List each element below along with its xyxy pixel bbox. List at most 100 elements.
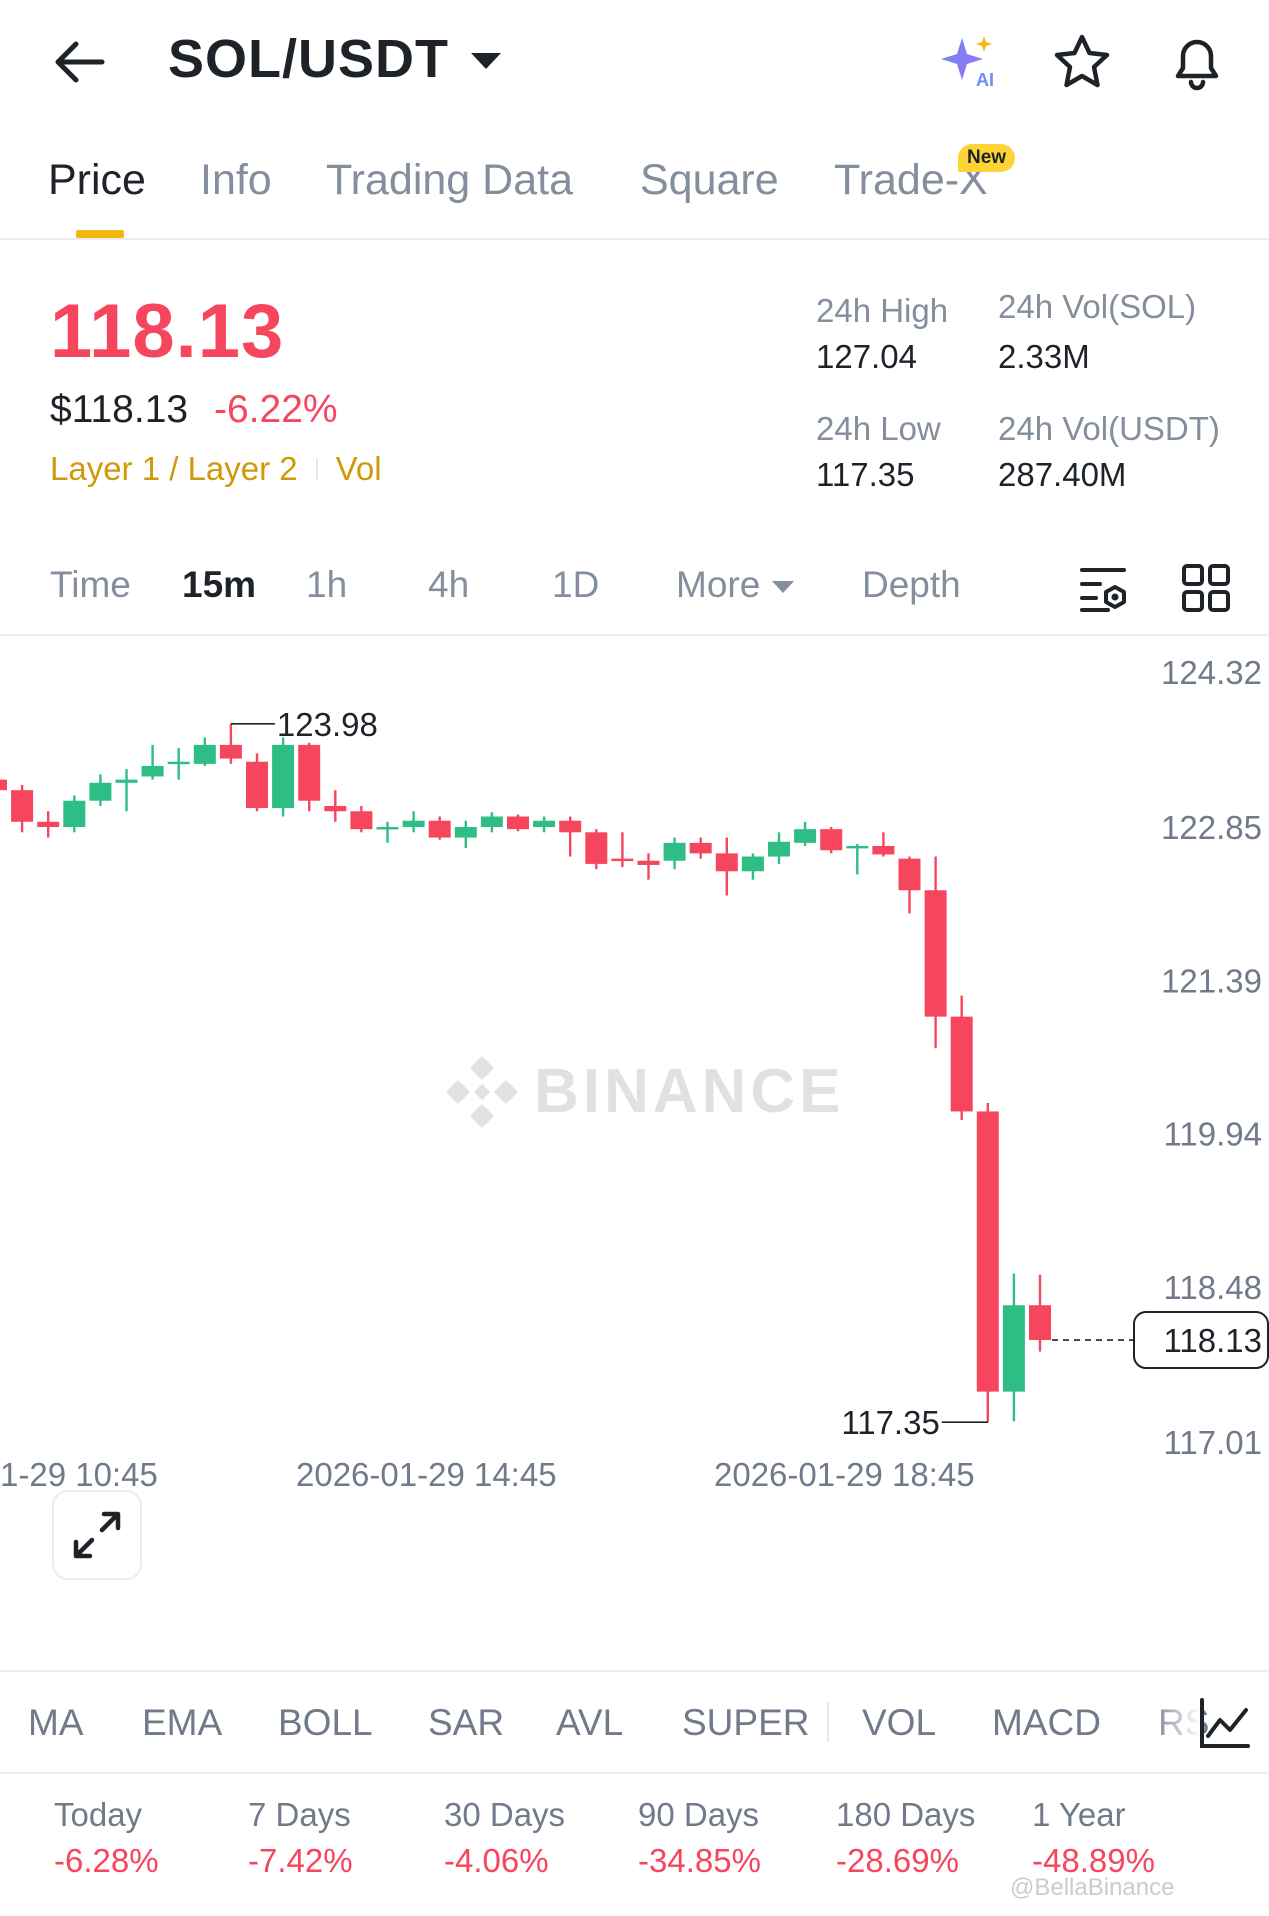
candle [219, 723, 242, 764]
indicator-boll[interactable]: BOLL [278, 1702, 373, 1743]
candle [1029, 1274, 1051, 1352]
y-tick-label: 117.01 [1164, 1424, 1262, 1461]
ai-label: AI [976, 70, 994, 90]
tf-depth[interactable]: Depth [862, 564, 961, 605]
candle [715, 837, 738, 896]
candle [298, 742, 321, 812]
candle-body [1029, 1305, 1051, 1341]
candle [689, 837, 712, 859]
x-tick-label: 2026-01-29 18:45 [714, 1456, 975, 1493]
candle-body [585, 832, 608, 864]
perf-180-days: 180 Days -28.69% [836, 1796, 975, 1880]
candle [976, 1103, 999, 1423]
tf-4h[interactable]: 4h [428, 564, 470, 605]
candle [820, 827, 843, 854]
tf-time[interactable]: Time [50, 564, 131, 605]
bell-icon[interactable] [1164, 28, 1230, 94]
candle [37, 811, 60, 838]
candlestick-chart[interactable]: BINANCE 124.32 122.85 121.39 119.94 118.48 11… [0, 640, 1269, 1650]
candle [350, 805, 373, 833]
perf-label: 7 Days [248, 1796, 351, 1833]
tf-1h[interactable]: 1h [306, 564, 348, 605]
candle-body [741, 856, 764, 872]
candle [846, 843, 869, 875]
candle-body [480, 816, 503, 828]
y-tick-label: 122.85 [1161, 809, 1262, 846]
perf-value: -48.89% [1032, 1842, 1155, 1879]
grid-layout-icon[interactable] [1180, 562, 1232, 614]
ai-sparkle-icon[interactable]: AI [938, 32, 1002, 92]
indicator-bar: MA EMA BOLL SAR AVL SUPER VOL MACD RS [0, 1670, 1269, 1774]
candle-body [298, 744, 321, 801]
star-icon[interactable] [1050, 30, 1114, 94]
tab-price[interactable]: Price [48, 156, 146, 204]
indicator-super[interactable]: SUPER [682, 1702, 810, 1743]
perf-90-days: 90 Days -34.85% [638, 1796, 761, 1880]
tab-info[interactable]: Info [200, 156, 272, 204]
tag-vol[interactable]: Vol [335, 450, 382, 487]
indicator-sar[interactable]: SAR [428, 1702, 505, 1743]
y-tick-label: 119.94 [1164, 1115, 1262, 1152]
new-badge: New [958, 144, 1016, 172]
category-tags: Layer 1 / Layer 2 Vol [50, 450, 382, 488]
indicator-vol[interactable]: VOL [862, 1702, 937, 1743]
candle [167, 748, 190, 780]
indicator-avl[interactable]: AVL [556, 1702, 624, 1743]
stat-24h-vol-usdt-value: 287.40M [998, 456, 1127, 493]
pair-title: SOL/USDT [168, 29, 450, 89]
stat-24h-low-value: 117.35 [816, 456, 915, 493]
active-tab-indicator [76, 230, 124, 238]
indicator-ma[interactable]: MA [28, 1702, 84, 1743]
candle [193, 737, 216, 766]
y-tick-label: 121.39 [1161, 963, 1262, 1000]
tab-trading-data[interactable]: Trading Data [326, 156, 573, 204]
candle-body [63, 800, 86, 828]
back-arrow-icon[interactable] [48, 30, 112, 94]
indicator-settings-icon[interactable] [1196, 1696, 1252, 1752]
candle [376, 821, 399, 843]
x-tick-label: 1-29 10:45 [0, 1456, 158, 1493]
candle-body [324, 805, 347, 812]
fullscreen-button[interactable] [52, 1490, 142, 1580]
chart-settings-icon[interactable] [1078, 562, 1130, 614]
candle-body [559, 820, 582, 833]
candle-body [115, 779, 138, 783]
tf-15m[interactable]: 15m [182, 564, 257, 605]
candle-body [428, 820, 451, 838]
candle-body [376, 827, 399, 830]
candle-body [193, 744, 216, 764]
indicator-macd[interactable]: MACD [992, 1702, 1101, 1743]
candle-body [820, 829, 843, 851]
candle-body [272, 744, 295, 809]
perf-value: -7.42% [248, 1842, 353, 1879]
pair-selector[interactable]: SOL/USDT [168, 28, 502, 90]
candle [559, 816, 582, 857]
candle-body [246, 761, 268, 809]
stat-24h-low-label: 24h Low [816, 410, 941, 447]
tag-divider [315, 458, 318, 480]
high-marker-label: 123.98 [277, 706, 378, 743]
candle-body [350, 811, 373, 830]
candle [637, 853, 660, 880]
candle-body [637, 860, 660, 865]
candle [950, 995, 973, 1120]
candle-body [507, 816, 529, 830]
main-tabs: Price Info Trading Data Square Trade-X [0, 150, 1269, 240]
price-usd: $118.13 [50, 388, 189, 431]
tab-square[interactable]: Square [640, 156, 779, 204]
tf-1d[interactable]: 1D [552, 564, 600, 605]
last-price: 118.13 [50, 289, 285, 374]
chevron-down-icon [772, 581, 795, 594]
low-marker-label: 117.35 [841, 1404, 939, 1441]
candle-body [11, 790, 34, 822]
candle [480, 812, 503, 833]
candle-body [689, 842, 712, 854]
candle [585, 829, 608, 870]
price-change-percent: -6.22% [214, 388, 338, 431]
candle-body [0, 779, 7, 791]
candle-body [976, 1111, 999, 1392]
tag-layer[interactable]: Layer 1 / Layer 2 [50, 450, 298, 487]
tf-more[interactable]: More [676, 564, 795, 606]
candle [663, 837, 686, 870]
indicator-ema[interactable]: EMA [142, 1702, 223, 1743]
